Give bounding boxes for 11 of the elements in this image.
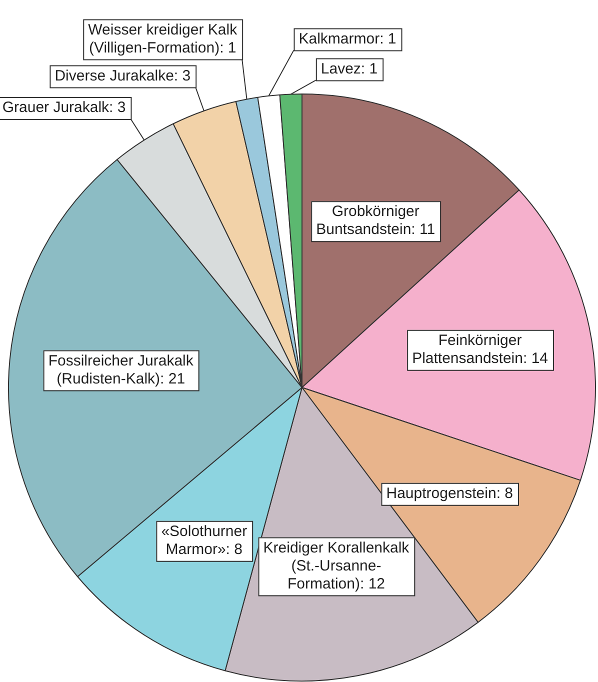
- slice-label: Weisser kreidiger Kalk (Villigen-Formation): 1: [88, 21, 238, 56]
- slice-label: Grobkörniger Buntsandstein: 11: [316, 203, 436, 238]
- slice-label: «Solothurner Marmor»: 8: [161, 523, 248, 558]
- slice-label: Fossilreicher Jurakalk (Rudisten-Kalk): 21: [48, 352, 194, 388]
- slice-label: Grauer Jurakalk: 3: [2, 99, 126, 116]
- slice-label: Kalkmarmor: 1: [298, 30, 396, 48]
- slice-label: Kreidiger Korallenkalk (St.-Ursanne-Formation): 12: [263, 539, 410, 592]
- slice-label: Feinkörniger Plattensandstein: 14: [412, 332, 548, 368]
- slice-label: Hauptrogenstein: 8: [386, 485, 514, 502]
- slice-label: Lavez: 1: [320, 60, 378, 78]
- slice-label: Diverse Jurakalke: 3: [54, 67, 191, 84]
